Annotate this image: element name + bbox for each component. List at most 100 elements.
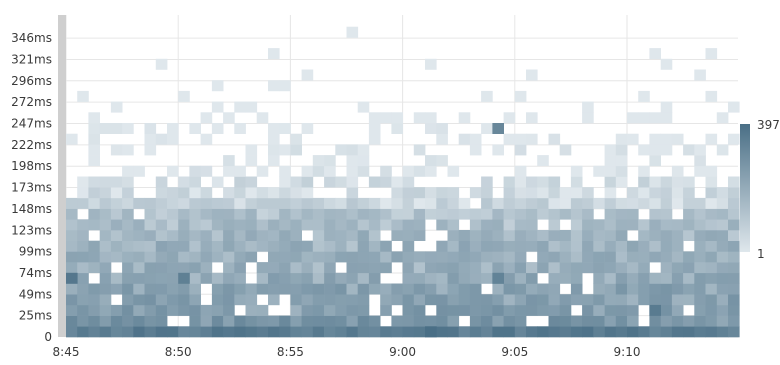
heatmap-cell (144, 208, 157, 220)
heatmap-cell (256, 304, 269, 316)
heatmap-cell (99, 240, 112, 252)
heatmap-cell (290, 262, 302, 274)
heatmap-cell (570, 251, 583, 263)
heatmap-cell (570, 197, 583, 209)
heatmap-cell (683, 294, 695, 306)
color-scale-max-label: 397 (757, 118, 780, 132)
heatmap-cell (526, 176, 538, 188)
heatmap-cell (312, 208, 325, 220)
heatmap-cell (694, 251, 706, 263)
heatmap-cell (346, 197, 359, 209)
heatmap-cell (167, 133, 179, 145)
heatmap-cell (694, 262, 706, 274)
heatmap-cell (413, 197, 426, 209)
heatmap-cell (223, 112, 235, 124)
heatmap-cell (570, 208, 583, 220)
heatmap-cell (290, 219, 302, 231)
heatmap-cell (694, 283, 706, 295)
heatmap-cell (436, 240, 448, 252)
heatmap-cell (604, 230, 617, 241)
heatmap-cell (122, 272, 134, 284)
heatmap-cell (346, 262, 359, 274)
heatmap-cell (570, 262, 583, 274)
heatmap-cell (570, 240, 583, 252)
heatmap-cell (671, 133, 684, 145)
heatmap-cell (458, 272, 471, 284)
heatmap-cell (312, 272, 325, 284)
heatmap-cell (503, 230, 516, 241)
heatmap-cell (301, 294, 314, 306)
heatmap-cell (301, 176, 314, 188)
heatmap-cell (559, 262, 572, 274)
heatmap-cell (189, 326, 201, 338)
heatmap-cell (705, 165, 718, 177)
heatmap-cell (66, 133, 78, 145)
heatmap-cell (346, 294, 359, 306)
heatmap-cell (391, 187, 403, 199)
heatmap-cell (694, 144, 706, 156)
heatmap-cell (256, 262, 269, 274)
heatmap-cell (526, 197, 538, 209)
heatmap-cell (346, 26, 359, 38)
heatmap-cell (436, 326, 448, 338)
heatmap-cell (312, 283, 325, 295)
heatmap-cell (155, 315, 168, 327)
heatmap-cell (492, 326, 504, 338)
heatmap-cell (122, 262, 134, 274)
heatmap-cell (683, 326, 695, 338)
heatmap-cell (402, 262, 415, 274)
heatmap-cell (514, 240, 527, 252)
heatmap-cell (604, 165, 617, 177)
heatmap-cell (189, 304, 201, 316)
heatmap-cell (324, 262, 336, 274)
heatmap-cell (413, 315, 426, 327)
heatmap-cell (447, 315, 460, 327)
y-tick-label: 173ms (11, 181, 52, 195)
heatmap-cell (211, 219, 224, 231)
heatmap-cell (279, 165, 291, 177)
heatmap-cell (716, 326, 729, 338)
heatmap-cell (268, 283, 280, 295)
heatmap-cell (110, 176, 123, 188)
heatmap-cell (357, 304, 370, 316)
heatmap-cell (99, 283, 112, 295)
heatmap-cell (469, 219, 482, 231)
y-tick-label: 123ms (11, 223, 52, 237)
heatmap-cell (593, 240, 605, 252)
y-tick-label: 74ms (19, 266, 52, 280)
heatmap-cell (88, 240, 100, 252)
heatmap-cell (503, 219, 516, 231)
heatmap-cell (447, 197, 460, 209)
heatmap-cell (99, 176, 112, 188)
heatmap-cell (582, 326, 594, 338)
heatmap-cell (324, 219, 336, 231)
heatmap-cell (593, 197, 605, 209)
heatmap-cell (178, 230, 190, 241)
heatmap-cell (268, 315, 280, 327)
heatmap-cell (189, 262, 201, 274)
heatmap-cell (234, 326, 246, 338)
heatmap-cell (660, 272, 673, 284)
heatmap-cell (638, 240, 650, 252)
heatmap-cell (357, 155, 370, 167)
heatmap-cell (77, 176, 89, 188)
heatmap-cell (627, 187, 639, 199)
heatmap-cell (548, 262, 561, 274)
heatmap-cell (268, 262, 280, 274)
heatmap-cell (503, 251, 516, 263)
heatmap-cell (593, 272, 605, 284)
heatmap-cell (223, 240, 235, 252)
heatmap-cell (604, 187, 617, 199)
heatmap-cell (335, 272, 347, 284)
heatmap-cell (189, 197, 201, 209)
heatmap-cell (683, 197, 695, 209)
heatmap-cell (144, 144, 157, 156)
heatmap-cell (638, 176, 650, 188)
heatmap-cell (99, 262, 112, 274)
heatmap-cell (638, 326, 650, 338)
heatmap-cell (481, 262, 493, 274)
y-tick-label: 49ms (19, 287, 52, 301)
heatmap-cell (458, 294, 471, 306)
heatmap-cell (122, 123, 134, 134)
heatmap-cell (537, 283, 549, 295)
